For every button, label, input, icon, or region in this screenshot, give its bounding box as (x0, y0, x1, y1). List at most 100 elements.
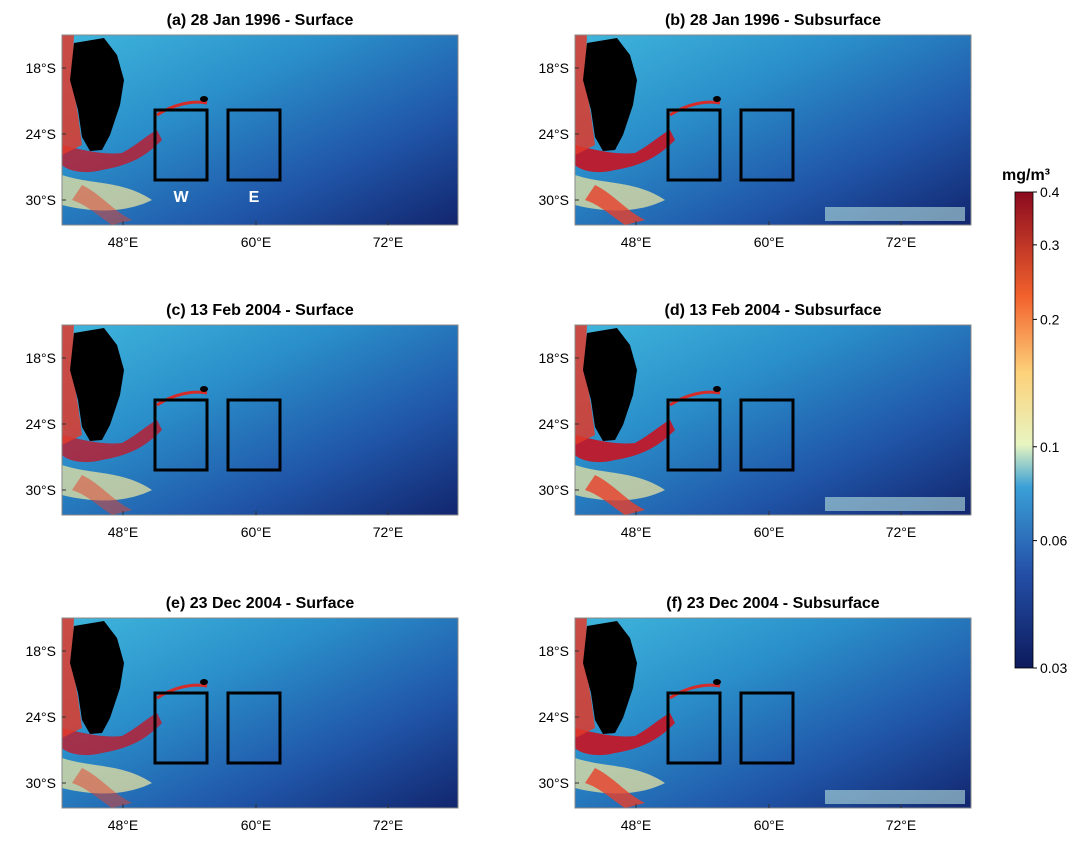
colorbar (1014, 191, 1034, 669)
map-panel: (d) 13 Feb 2004 - Subsurface 18°S 24°S 30°S… (538, 302, 972, 540)
box-e (739, 108, 795, 182)
chlorophyll-coast (62, 618, 82, 738)
chlorophyll-eddy (585, 475, 645, 515)
chlorophyll-coast (62, 325, 82, 445)
island (713, 386, 721, 392)
chlorophyll-plume (575, 713, 675, 756)
madagascar (70, 621, 124, 734)
frame (61, 34, 459, 226)
chlorophyll-eddy (585, 768, 645, 808)
box-w (153, 398, 209, 472)
lat-tick-label: 18°S (538, 60, 569, 76)
box-e (226, 398, 282, 472)
lon-tick-label: 72°E (373, 524, 404, 540)
chlorophyll-coast (62, 35, 82, 155)
chlorophyll-plume (575, 420, 675, 463)
box-w (666, 691, 722, 765)
chlorophyll-eddy (72, 768, 132, 808)
map-panel: (e) 23 Dec 2004 - Surface 18°S 24°S 30°S 48°… (25, 595, 459, 833)
chlorophyll-coast (575, 618, 595, 738)
madagascar (583, 621, 637, 734)
filament (669, 100, 721, 117)
frame (61, 617, 459, 809)
lon-tick-label: 60°E (241, 817, 272, 833)
panel-title: (e) 23 Dec 2004 - Surface (166, 595, 355, 612)
lat-tick-label: 24°S (25, 709, 56, 725)
madagascar (70, 328, 124, 441)
filament (669, 390, 721, 407)
box-label: E (249, 189, 260, 206)
lon-tick-label: 60°E (754, 524, 785, 540)
frame (574, 34, 972, 226)
island (713, 679, 721, 685)
panel-title: (d) 13 Feb 2004 - Subsurface (665, 302, 882, 319)
box-w (153, 691, 209, 765)
panel-title: (b) 28 Jan 1996 - Subsurface (665, 12, 881, 29)
lat-tick-label: 30°S (538, 192, 569, 208)
chlorophyll-plume (62, 130, 162, 173)
chlorophyll-plume (62, 420, 162, 463)
panel-title: (c) 13 Feb 2004 - Surface (166, 302, 354, 319)
frame (61, 324, 459, 516)
colorbar-tick-label: 0.2 (1040, 311, 1060, 327)
box-e (739, 398, 795, 472)
lat-tick-label: 24°S (538, 126, 569, 142)
lat-tick-label: 24°S (25, 416, 56, 432)
map-panel: (f) 23 Dec 2004 - Subsurface 18°S 24°S 30°S… (538, 595, 972, 833)
lon-tick-label: 72°E (373, 817, 404, 833)
shelf-bloom (825, 497, 965, 511)
box-w (153, 108, 209, 182)
chlorophyll-eddy (72, 185, 132, 225)
colorbar-tick-label: 0.03 (1040, 660, 1067, 676)
map-panel: (b) 28 Jan 1996 - Subsurface 18°S 24°S 30°S… (538, 12, 972, 250)
lat-tick-label: 18°S (25, 643, 56, 659)
lat-tick-label: 18°S (538, 350, 569, 366)
lon-tick-label: 60°E (754, 817, 785, 833)
lat-tick-label: 30°S (538, 775, 569, 791)
lon-tick-label: 48°E (621, 524, 652, 540)
colorbar-tick-label: 0.4 (1040, 184, 1060, 200)
box-label: W (173, 189, 189, 206)
box-e (739, 691, 795, 765)
frame (574, 324, 972, 516)
map-panel: (a) 28 Jan 1996 - Surface 18°S 24°S 30°S 48°… (25, 12, 459, 250)
lat-tick-label: 30°S (538, 482, 569, 498)
colorbar-label: mg/m³ (1002, 167, 1050, 184)
colorbar-tick-label: 0.3 (1040, 237, 1060, 253)
lon-tick-label: 60°E (241, 524, 272, 540)
island (713, 96, 721, 102)
filament (669, 683, 721, 700)
box-e (226, 691, 282, 765)
chlorophyll-plume (575, 130, 675, 173)
lon-tick-label: 48°E (621, 817, 652, 833)
lat-tick-label: 18°S (538, 643, 569, 659)
lon-tick-label: 48°E (108, 817, 139, 833)
lat-tick-label: 30°S (25, 775, 56, 791)
panel-title: (f) 23 Dec 2004 - Subsurface (666, 595, 880, 612)
lon-tick-label: 48°E (108, 524, 139, 540)
island (200, 679, 208, 685)
lon-tick-label: 48°E (621, 234, 652, 250)
madagascar (583, 38, 637, 151)
filament (156, 100, 208, 117)
lon-tick-label: 72°E (373, 234, 404, 250)
lat-tick-label: 18°S (25, 350, 56, 366)
lat-tick-label: 24°S (25, 126, 56, 142)
box-w (666, 398, 722, 472)
lon-tick-label: 60°E (241, 234, 272, 250)
chlorophyll-eddy (585, 185, 645, 225)
shelf-bloom (825, 207, 965, 221)
panel-title: (a) 28 Jan 1996 - Surface (167, 12, 354, 29)
madagascar (583, 328, 637, 441)
box-w (666, 108, 722, 182)
lat-tick-label: 30°S (25, 482, 56, 498)
madagascar (70, 38, 124, 151)
lon-tick-label: 60°E (754, 234, 785, 250)
chlorophyll-coast (575, 325, 595, 445)
colorbar-tick-label: 0.1 (1040, 439, 1060, 455)
lat-tick-label: 18°S (25, 60, 56, 76)
colorbar-tick-label: 0.06 (1040, 533, 1067, 549)
lon-tick-label: 48°E (108, 234, 139, 250)
filament (156, 390, 208, 407)
